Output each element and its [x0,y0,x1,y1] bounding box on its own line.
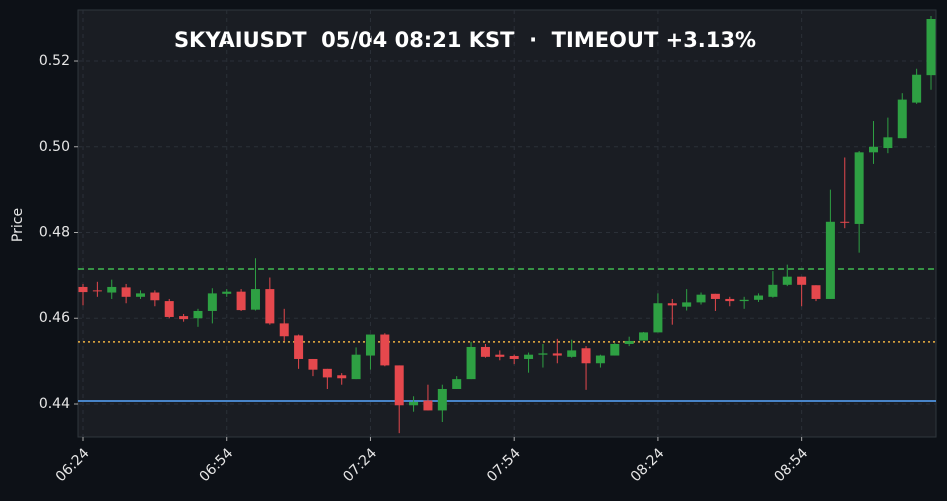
candle-body [207,293,217,311]
candle-body [912,74,922,103]
y-tick-label: 0.48 [39,225,70,241]
candle-body [394,365,404,406]
candle-body [811,285,821,299]
candle-body [236,291,246,311]
x-tick-label: 06:54 [197,445,237,485]
candle-body [552,353,562,356]
candle-body [179,316,189,320]
candle-body [538,353,548,355]
candle-body [825,221,835,299]
y-tick-label: 0.46 [39,310,70,326]
candle-body [854,152,864,224]
candle-body [667,303,677,306]
candle-body [710,293,720,299]
candle-body [567,350,577,357]
x-tick-label: 08:24 [628,445,668,485]
candle-body [222,291,232,294]
candle-body [351,354,361,380]
candle-body [595,355,605,364]
candle-body [739,299,749,302]
candle-body [294,335,304,359]
plot-area [77,9,937,438]
candle-body [380,334,390,366]
y-tick-label: 0.52 [39,53,70,69]
candle-body [107,286,117,293]
y-tick-label: 0.50 [39,139,70,155]
candle-body [624,340,634,344]
candle-body [610,343,620,356]
candle-body [92,290,102,292]
candle-body [150,292,160,301]
y-axis-label: Price [10,208,26,242]
x-tick-label: 07:24 [340,445,380,485]
candle-body [466,346,476,380]
x-tick-label: 07:54 [484,445,524,485]
candle-body [524,354,534,359]
candle-body [883,137,893,149]
candle-body [495,354,505,357]
x-tick-label: 06:24 [53,445,93,485]
candle-body [308,358,318,370]
candle-body [279,323,289,337]
candle-body [365,334,375,356]
chart-title: SKYAIUSDT 05/04 08:21 KST · TIMEOUT +3.1… [174,28,756,52]
candle-body [452,379,462,389]
candle-body [682,302,692,307]
candle-body [250,289,260,310]
candle-body [797,276,807,285]
candle-body [581,348,591,364]
candle-body [926,19,936,76]
candle-body [423,400,433,411]
candle-body [121,287,131,297]
candle-body [193,310,203,319]
candle-body [869,146,879,153]
candle-body [725,298,735,302]
candle-body [409,401,419,406]
candle-body [897,99,907,139]
candle-body [135,293,145,297]
candle-body [265,289,275,324]
candle-body [78,286,88,293]
candle-body [768,284,778,297]
candle-body [639,332,649,341]
candle-body [754,295,764,300]
candle-body [696,294,706,303]
candle-body [509,355,519,359]
candle-body [653,303,663,333]
candle-body [164,301,174,317]
candle-body [840,221,850,223]
candle-body [322,368,332,378]
x-tick-label: 08:54 [771,445,811,485]
candle-body [337,375,347,379]
candle-body [480,346,490,357]
candle-body [782,276,792,285]
candle-body [437,388,447,411]
y-tick-label: 0.44 [39,396,70,412]
